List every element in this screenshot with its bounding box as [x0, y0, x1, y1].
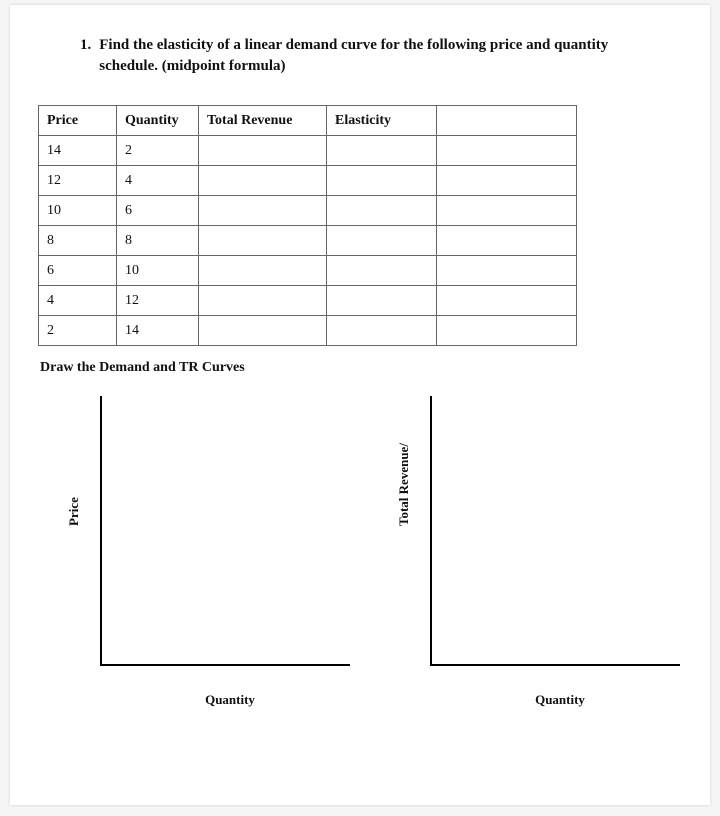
cell-total-revenue [199, 316, 327, 346]
header-total-revenue: Total Revenue [199, 106, 327, 136]
cell-elasticity [327, 256, 437, 286]
chart-demand: Price Quantity [60, 386, 360, 716]
table-row: 10 6 [39, 196, 577, 226]
table-row: 8 8 [39, 226, 577, 256]
cell-blank [437, 136, 577, 166]
cell-blank [437, 316, 577, 346]
table-row: 6 10 [39, 256, 577, 286]
header-price: Price [39, 106, 117, 136]
cell-price: 14 [39, 136, 117, 166]
table-header-row: Price Quantity Total Revenue Elasticity [39, 106, 577, 136]
question-block: 1. Find the elasticity of a linear deman… [80, 35, 670, 77]
chart-ylabel: Total Revenue/ [396, 443, 412, 526]
cell-price: 2 [39, 316, 117, 346]
header-quantity: Quantity [117, 106, 199, 136]
cell-price: 8 [39, 226, 117, 256]
header-blank [437, 106, 577, 136]
question-number: 1. [80, 35, 91, 77]
cell-total-revenue [199, 256, 327, 286]
table-row: 4 12 [39, 286, 577, 316]
chart-tr: Total Revenue/ Quantity [390, 386, 690, 716]
table-row: 14 2 [39, 136, 577, 166]
cell-elasticity [327, 226, 437, 256]
cell-elasticity [327, 316, 437, 346]
cell-elasticity [327, 166, 437, 196]
cell-quantity: 14 [117, 316, 199, 346]
chart-xlabel: Quantity [60, 692, 360, 708]
cell-total-revenue [199, 136, 327, 166]
chart-axes [430, 396, 680, 666]
cell-quantity: 12 [117, 286, 199, 316]
table-row: 12 4 [39, 166, 577, 196]
draw-caption: Draw the Demand and TR Curves [40, 360, 690, 376]
chart-xlabel: Quantity [390, 692, 690, 708]
table-row: 2 14 [39, 316, 577, 346]
chart-ylabel: Price [66, 497, 82, 526]
cell-price: 4 [39, 286, 117, 316]
cell-blank [437, 286, 577, 316]
cell-total-revenue [199, 286, 327, 316]
cell-elasticity [327, 196, 437, 226]
cell-quantity: 8 [117, 226, 199, 256]
cell-total-revenue [199, 196, 327, 226]
cell-elasticity [327, 136, 437, 166]
cell-blank [437, 226, 577, 256]
cell-quantity: 6 [117, 196, 199, 226]
cell-quantity: 2 [117, 136, 199, 166]
cell-quantity: 10 [117, 256, 199, 286]
cell-quantity: 4 [117, 166, 199, 196]
data-table: Price Quantity Total Revenue Elasticity … [38, 105, 577, 346]
cell-elasticity [327, 286, 437, 316]
cell-blank [437, 256, 577, 286]
charts-row: Price Quantity Total Revenue/ Quantity [60, 386, 690, 716]
chart-axes [100, 396, 350, 666]
cell-total-revenue [199, 226, 327, 256]
cell-blank [437, 196, 577, 226]
page: 1. Find the elasticity of a linear deman… [10, 5, 710, 805]
cell-price: 10 [39, 196, 117, 226]
question-text: Find the elasticity of a linear demand c… [99, 35, 670, 77]
cell-price: 6 [39, 256, 117, 286]
cell-total-revenue [199, 166, 327, 196]
cell-price: 12 [39, 166, 117, 196]
header-elasticity: Elasticity [327, 106, 437, 136]
cell-blank [437, 166, 577, 196]
